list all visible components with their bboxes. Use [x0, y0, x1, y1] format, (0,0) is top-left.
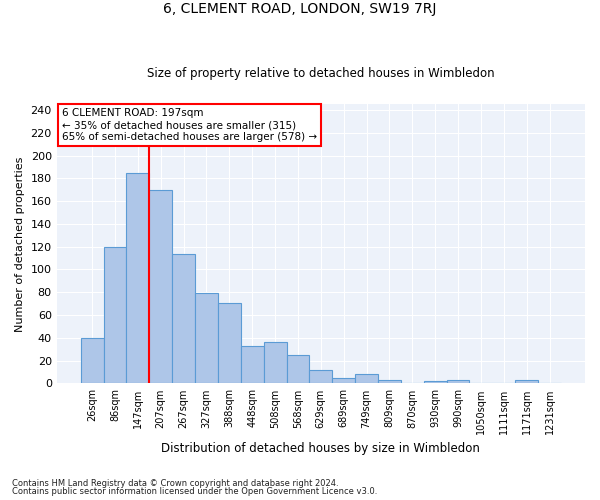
- Bar: [195, 294, 218, 384]
- Bar: [310, 370, 332, 384]
- Bar: [515, 380, 538, 384]
- Bar: [104, 246, 127, 384]
- Bar: [287, 355, 310, 384]
- Bar: [355, 374, 378, 384]
- Bar: [378, 380, 401, 384]
- Y-axis label: Number of detached properties: Number of detached properties: [15, 156, 25, 332]
- Text: 6 CLEMENT ROAD: 197sqm
← 35% of detached houses are smaller (315)
65% of semi-de: 6 CLEMENT ROAD: 197sqm ← 35% of detached…: [62, 108, 317, 142]
- X-axis label: Distribution of detached houses by size in Wimbledon: Distribution of detached houses by size …: [161, 442, 480, 455]
- Bar: [127, 172, 149, 384]
- Bar: [80, 338, 104, 384]
- Bar: [446, 380, 469, 384]
- Bar: [241, 346, 263, 384]
- Text: Contains public sector information licensed under the Open Government Licence v3: Contains public sector information licen…: [12, 487, 377, 496]
- Bar: [332, 378, 355, 384]
- Bar: [218, 302, 241, 384]
- Bar: [149, 190, 172, 384]
- Title: Size of property relative to detached houses in Wimbledon: Size of property relative to detached ho…: [147, 66, 494, 80]
- Text: Contains HM Land Registry data © Crown copyright and database right 2024.: Contains HM Land Registry data © Crown c…: [12, 478, 338, 488]
- Bar: [172, 254, 195, 384]
- Bar: [263, 342, 287, 384]
- Text: 6, CLEMENT ROAD, LONDON, SW19 7RJ: 6, CLEMENT ROAD, LONDON, SW19 7RJ: [163, 2, 437, 16]
- Bar: [424, 381, 446, 384]
